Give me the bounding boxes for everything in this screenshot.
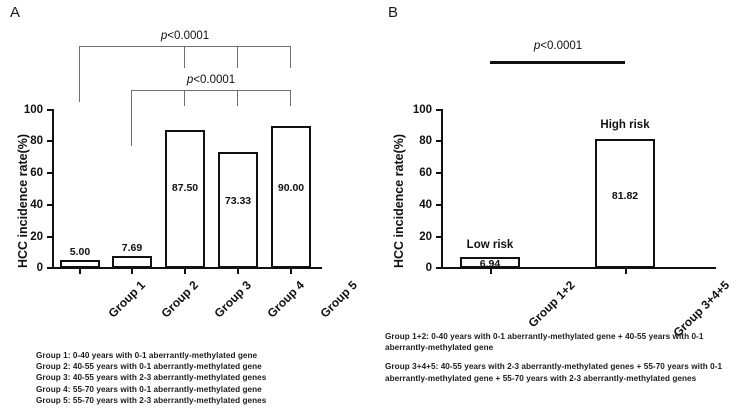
caption-line-group-2: Group 2: 40-55 years with 0-1 aberrantly… [36, 362, 262, 372]
panel-a-ytick-label-40: 40 [30, 199, 43, 211]
x-label-group-5: Group 5 [317, 278, 360, 321]
panel-a-ytick-0 [47, 267, 52, 269]
panel-a-ytick-label-60: 60 [30, 167, 43, 179]
bar-value-group-3: 87.50 [171, 182, 199, 194]
panel-b-ytick-100 [436, 109, 441, 111]
panel-a-xtick-4 [237, 269, 239, 274]
x-label-group-4: Group 4 [264, 278, 307, 321]
panel-a-ytick-100 [47, 109, 52, 111]
significance-label-panel-b: p<0.0001 [534, 40, 582, 52]
panel-b-ytick-40 [436, 204, 441, 206]
panel-a-ytick-40 [47, 204, 52, 206]
p-rest-panel-b: <0.0001 [540, 40, 583, 52]
x-label-group-2: Group 2 [158, 278, 201, 321]
panel-a-caption: Group 1: 0-40 years with 0-1 aberrantly-… [36, 350, 336, 406]
p-italic-panel-b: p [533, 40, 541, 52]
panel-a: A HCC incidence rate(%) 100 80 60 40 20 … [10, 4, 360, 406]
significance-label-top: p<0.0001 [161, 30, 209, 42]
p-rest-top: <0.0001 [167, 30, 210, 42]
panel-a-xtick-5 [290, 269, 292, 274]
significance-bracket-bottom-arm-5 [290, 90, 292, 106]
panel-a-xtick-2 [131, 269, 133, 274]
panel-a-label: A [10, 4, 21, 21]
panel-b-x-axis [441, 267, 716, 269]
caption-line-group-5: Group 5: 55-70 years with 2-3 aberrantly… [36, 395, 267, 405]
bar-value-group-5: 90.00 [277, 182, 305, 194]
p-italic-top: p [160, 30, 168, 42]
significance-bracket-bottom-arm-2 [131, 90, 133, 146]
panel-b-y-axis-label: HCC incidence rate(%) [392, 133, 406, 268]
significance-bracket-bottom-arm-4 [237, 90, 239, 106]
caption-block-group-3-4-5: Group 3+4+5: 40-55 years with 2-3 aberra… [385, 362, 723, 383]
panel-a-ytick-80 [47, 140, 52, 142]
panel-a-ytick-20 [47, 236, 52, 238]
bar-value-group-1-2: 6.94 [479, 258, 501, 270]
significance-bracket-top-arm-5 [290, 46, 292, 68]
panel-b-ytick-label-40: 40 [419, 199, 432, 211]
panel-b-ytick-0 [436, 267, 441, 269]
panel-a-ytick-60 [47, 172, 52, 174]
high-risk-label: High risk [600, 119, 650, 131]
bar-group-4[interactable] [218, 152, 258, 268]
significance-bracket-top-arm-4 [237, 46, 239, 68]
panel-b-ytick-80 [436, 140, 441, 142]
significance-bar-panel-b [490, 61, 625, 64]
panel-b-caption: Group 1+2: 0-40 years with 0-1 aberrantl… [385, 331, 740, 384]
panel-a-y-axis [52, 109, 54, 269]
bar-group-3[interactable] [165, 130, 205, 268]
significance-bracket-bottom-arm-3 [184, 90, 186, 106]
panel-b-xtick-1 [490, 269, 492, 274]
caption-line-group-1: Group 1: 0-40 years with 0-1 aberrantly-… [36, 351, 258, 360]
significance-bracket-bottom [131, 90, 291, 92]
panel-a-ytick-label-0: 0 [36, 262, 43, 274]
p-rest-bottom: <0.0001 [193, 74, 236, 86]
bar-value-group-1: 5.00 [69, 246, 91, 258]
panel-b-y-axis [441, 109, 443, 269]
panel-b-ytick-label-100: 100 [412, 104, 432, 116]
panel-b-ytick-label-0: 0 [425, 262, 432, 274]
bar-group-5[interactable] [271, 126, 311, 268]
bar-value-group-2: 7.69 [121, 242, 143, 254]
caption-line-group-4: Group 4: 55-70 years with 0-1 aberrantly… [36, 384, 262, 394]
significance-bracket-top-arm-3 [184, 46, 186, 68]
bar-value-group-4: 73.33 [224, 195, 252, 207]
caption-block-group-1-2: Group 1+2: 0-40 years with 0-1 aberrantl… [385, 332, 704, 353]
bar-group-1[interactable] [60, 260, 100, 268]
panel-b-ytick-20 [436, 236, 441, 238]
x-label-group-1-2: Group 1+2 [525, 278, 578, 331]
panel-b-ytick-label-20: 20 [419, 231, 432, 243]
bar-group-3-4-5[interactable] [595, 139, 655, 268]
panel-a-x-axis [52, 267, 322, 269]
panel-a-xtick-1 [79, 269, 81, 274]
x-label-group-3: Group 3 [211, 278, 254, 321]
panel-b-ytick-label-60: 60 [419, 167, 432, 179]
panel-b-ytick-60 [436, 172, 441, 174]
caption-line-group-3: Group 3: 40-55 years with 2-3 aberrantly… [36, 373, 267, 383]
significance-bracket-top-arm-1 [79, 46, 81, 102]
x-label-group-1: Group 1 [105, 278, 148, 321]
panel-a-xtick-3 [184, 269, 186, 274]
bar-group-2[interactable] [112, 256, 152, 268]
bar-group-1-2[interactable] [460, 257, 520, 268]
panel-a-ytick-label-100: 100 [23, 104, 43, 116]
panel-b-ytick-label-80: 80 [419, 135, 432, 147]
significance-label-bottom: p<0.0001 [187, 74, 235, 86]
panel-b-xtick-2 [625, 269, 627, 274]
p-italic-bottom: p [186, 74, 194, 86]
panel-a-ytick-label-20: 20 [30, 231, 43, 243]
panel-a-ytick-label-80: 80 [30, 135, 43, 147]
panel-b-label: B [388, 4, 399, 21]
panel-b: B HCC incidence rate(%) 100 80 60 40 20 … [374, 0, 748, 410]
low-risk-label: Low risk [466, 239, 514, 251]
bar-value-group-3-4-5: 81.82 [611, 190, 639, 202]
